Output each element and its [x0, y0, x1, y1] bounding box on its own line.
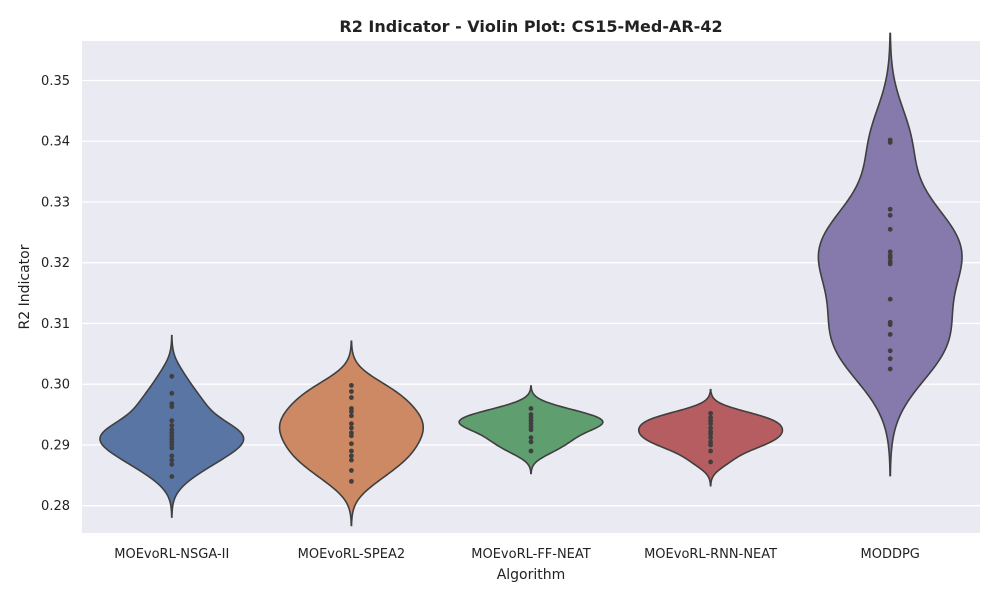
y-tick-label: 0.30: [41, 378, 70, 393]
data-point: [708, 448, 713, 454]
data-point: [169, 474, 175, 479]
y-tick-label: 0.31: [41, 317, 70, 332]
data-point: [708, 415, 713, 420]
data-point: [169, 427, 175, 433]
data-point: [887, 348, 893, 354]
data-point: [169, 418, 175, 424]
data-point: [887, 356, 893, 362]
data-point: [349, 478, 354, 484]
data-point: [528, 412, 534, 417]
x-tick-label: MOEvoRL-RNN-NEAT: [644, 547, 777, 562]
data-point: [528, 439, 534, 445]
x-tick-label: MOEvoRL-NSGA-II: [114, 547, 229, 562]
violins: [99, 32, 963, 527]
data-point: [887, 226, 893, 232]
data-point: [349, 430, 354, 436]
data-point: [708, 439, 713, 445]
data-point: [708, 429, 713, 434]
data-point: [887, 249, 893, 255]
y-tick-labels: 0.28 0.29 0.30 0.31 0.32 0.33 0.34 0.35: [41, 74, 70, 514]
data-point: [887, 259, 893, 264]
x-tick-labels: MOEvoRL-NSGA-II MOEvoRL-SPEA2 MOEvoRL-FF-N…: [114, 547, 920, 562]
chart-title: R2 Indicator - Violin Plot: CS15-Med-AR-…: [339, 17, 722, 36]
y-tick-label: 0.29: [41, 438, 70, 453]
data-point: [349, 453, 354, 459]
data-point: [169, 453, 175, 459]
data-point: [708, 410, 713, 416]
data-point: [169, 461, 175, 467]
data-point: [349, 421, 354, 427]
data-point: [349, 413, 354, 419]
y-tick-label: 0.33: [41, 195, 70, 210]
data-point: [349, 441, 354, 447]
data-point: [887, 137, 893, 143]
data-point: [169, 457, 175, 463]
data-point: [349, 406, 354, 411]
data-point: [169, 390, 175, 396]
data-point: [708, 435, 713, 441]
x-tick-label: MOEvoRL-SPEA2: [298, 547, 406, 562]
x-axis-label: Algorithm: [497, 567, 566, 583]
data-point: [349, 425, 354, 431]
data-point: [349, 457, 354, 463]
data-point: [169, 401, 175, 407]
data-point: [169, 423, 175, 428]
data-point: [528, 448, 534, 454]
y-tick-label: 0.32: [41, 256, 70, 271]
data-point: [349, 448, 354, 454]
data-point: [887, 253, 893, 258]
data-point: [528, 435, 534, 441]
data-point: [887, 206, 893, 212]
y-tick-label: 0.34: [41, 135, 70, 150]
data-point: [887, 366, 893, 372]
data-point: [528, 406, 534, 411]
data-point: [349, 383, 354, 388]
y-axis-label: R2 Indicator: [17, 244, 33, 329]
data-point: [349, 389, 354, 394]
data-point: [169, 373, 175, 379]
data-point: [887, 296, 893, 302]
y-tick-label: 0.28: [41, 499, 70, 514]
data-point: [708, 459, 713, 465]
data-point: [887, 331, 893, 337]
x-tick-label: MODDPG: [861, 547, 920, 562]
data-point: [708, 425, 713, 431]
data-point: [349, 395, 354, 400]
x-tick-label: MOEvoRL-FF-NEAT: [471, 547, 591, 562]
data-point: [887, 319, 893, 325]
y-tick-label: 0.35: [41, 74, 70, 89]
data-point: [349, 468, 354, 473]
data-point: [887, 212, 893, 218]
